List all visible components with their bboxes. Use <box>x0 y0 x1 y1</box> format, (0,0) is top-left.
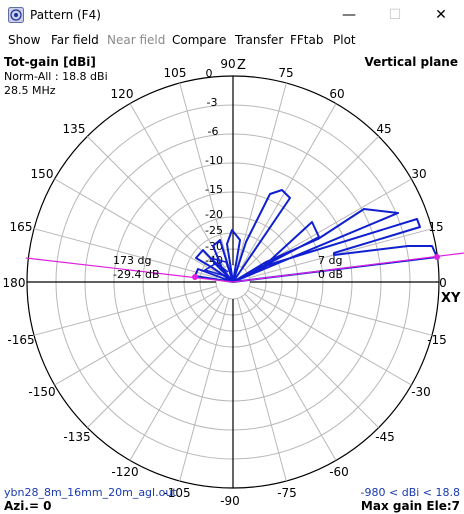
angle-label-15: 15 <box>428 220 443 234</box>
angle-label-75: 75 <box>278 66 293 80</box>
back-marker-gain: -29.4 dB <box>113 268 160 281</box>
angle-label-0: 0 <box>439 276 447 290</box>
axis-z-label: Z <box>237 58 246 73</box>
back-marker-angle: 173 dg <box>113 254 151 267</box>
plane-label: Vertical plane <box>364 55 458 69</box>
menu-fftab[interactable]: FFtab <box>290 33 324 47</box>
grid-spoke <box>244 293 380 429</box>
angle-label-90: 90 <box>220 57 235 71</box>
angle-label-135: 135 <box>63 122 86 136</box>
grid-spoke <box>33 228 217 279</box>
menu-plot[interactable]: Plot <box>333 33 356 47</box>
back-lobe-marker: 173 dg -29.4 dB <box>25 254 234 283</box>
gain-type-label: Tot-gain [dBi] <box>4 55 96 69</box>
grid-spoke <box>244 135 380 271</box>
grid-spoke <box>33 285 217 336</box>
angle-label-30: 30 <box>411 167 426 181</box>
angle-label-m120: -120 <box>111 465 138 479</box>
grid-spoke <box>86 293 222 429</box>
grid-spoke <box>249 285 433 336</box>
grid-spoke <box>54 290 219 386</box>
main-lobe-marker: 7 dg 0 dB <box>232 252 464 283</box>
angle-label-60: 60 <box>329 87 344 101</box>
grid-spoke <box>129 296 225 461</box>
polar-grid <box>26 75 440 489</box>
grid-spoke <box>241 103 337 268</box>
ring-label-10: -10 <box>205 154 223 167</box>
grid-spoke <box>179 82 230 266</box>
angle-label-m15: -15 <box>427 333 447 347</box>
angle-label-m45: -45 <box>375 430 395 444</box>
menu-near-field[interactable]: Near field <box>107 33 166 47</box>
angle-label-m75: -75 <box>277 486 297 500</box>
axis-xy-label: XY <box>441 291 461 306</box>
angle-label-m165: -165 <box>7 333 34 347</box>
azimuth-label: Azi.= 0 <box>4 499 52 513</box>
angle-label-165: 165 <box>10 220 33 234</box>
ring-label-3: -3 <box>207 96 218 109</box>
angle-label-150: 150 <box>31 167 54 181</box>
window-title: Pattern (F4) <box>30 8 101 22</box>
angle-label-m150: -150 <box>28 385 55 399</box>
pattern-trace <box>194 189 438 283</box>
menu-show[interactable]: Show <box>8 33 41 47</box>
angle-label-m105: -105 <box>163 486 190 500</box>
inner-pattern-lobes <box>203 257 234 283</box>
angle-labels: 0 15 30 45 60 75 90 105 120 135 150 165 … <box>3 57 447 508</box>
pattern-plot: 0 -3 -6 -10 -15 -20 -25 -30 -40 0 15 30 … <box>3 55 464 513</box>
angle-label-m135: -135 <box>63 430 90 444</box>
frequency-label: 28.5 MHz <box>4 84 56 97</box>
maximize-button[interactable]: ☐ <box>388 7 402 23</box>
ring-label-0: 0 <box>206 67 213 80</box>
grid-spoke <box>179 298 230 482</box>
ring-label-6: -6 <box>208 125 219 138</box>
grid-spoke <box>241 296 337 461</box>
angle-label-105: 105 <box>164 66 187 80</box>
minimize-button[interactable]: — <box>342 7 356 23</box>
angle-label-m60: -60 <box>329 465 349 479</box>
grid-spoke <box>54 178 219 274</box>
menu-bar: Show Far field Near field Compare Transf… <box>0 31 464 51</box>
normalization-label: Norm-All : 18.8 dBi <box>4 70 108 83</box>
ring-label-15: -15 <box>205 183 223 196</box>
angle-label-180: 180 <box>3 276 26 290</box>
grid-spoke <box>236 82 287 266</box>
angle-label-120: 120 <box>111 87 134 101</box>
title-bar: Pattern (F4) — ☐ ✕ <box>0 0 464 30</box>
main-marker-angle: 7 dg <box>318 254 342 267</box>
angle-label-45: 45 <box>376 122 391 136</box>
output-file-label: ybn28_8m_16mm_20m_agl.out <box>4 486 177 499</box>
ring-label-25: -25 <box>205 224 223 237</box>
grid-spoke <box>86 135 222 271</box>
grid-spoke <box>247 290 412 386</box>
menu-compare[interactable]: Compare <box>172 33 227 47</box>
menu-far-field[interactable]: Far field <box>51 33 99 47</box>
ring-label-20: -20 <box>205 208 223 221</box>
close-button[interactable]: ✕ <box>435 7 447 23</box>
angle-label-m90: -90 <box>220 494 240 508</box>
main-marker-gain: 0 dB <box>318 268 343 281</box>
grid-spoke <box>236 298 287 482</box>
angle-label-m30: -30 <box>411 385 431 399</box>
grid-spoke <box>129 103 225 268</box>
max-gain-label: Max gain Ele:7 <box>361 499 460 513</box>
gain-range-label: -980 < dBi < 18.8 <box>361 486 460 499</box>
grid-spoke <box>249 228 433 279</box>
menu-transfer[interactable]: Transfer <box>235 33 284 47</box>
pattern-app-icon <box>8 7 24 23</box>
